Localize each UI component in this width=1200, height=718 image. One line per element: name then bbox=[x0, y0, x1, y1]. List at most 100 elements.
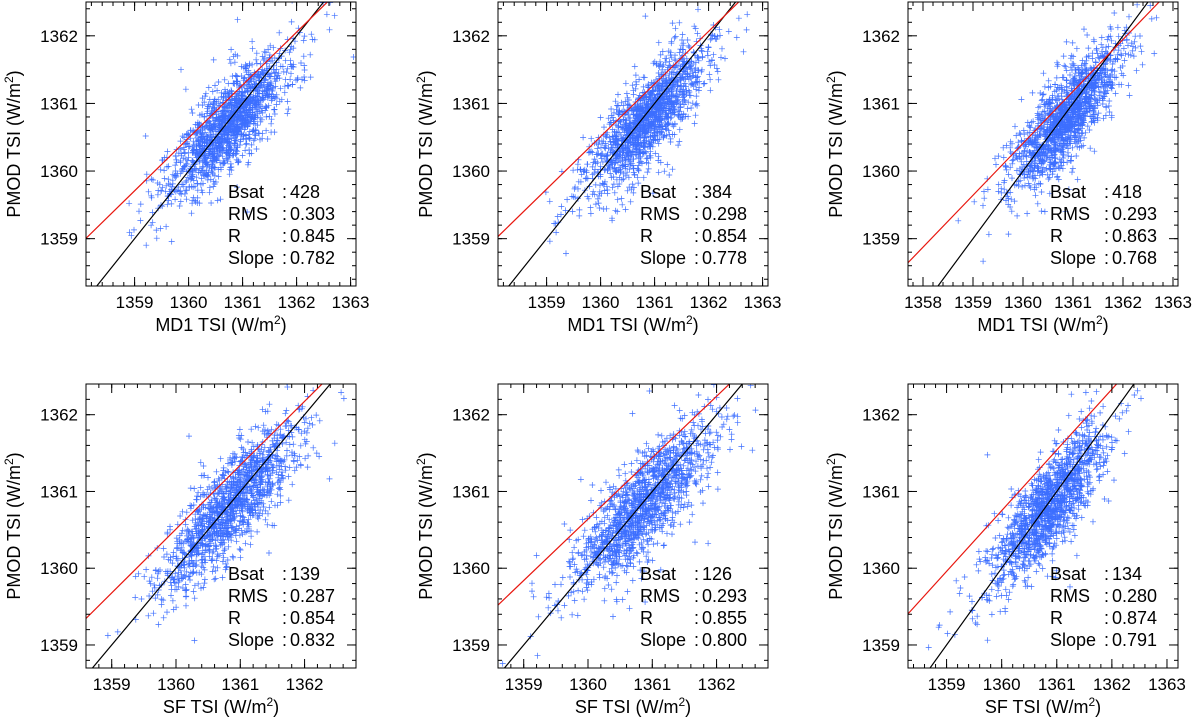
data-point bbox=[1106, 76, 1113, 83]
data-point bbox=[1112, 90, 1119, 97]
data-point bbox=[676, 19, 683, 26]
scatter-points bbox=[104, 384, 347, 644]
data-point bbox=[161, 167, 168, 174]
data-point bbox=[688, 105, 695, 111]
data-point bbox=[630, 142, 637, 149]
data-point bbox=[615, 102, 622, 109]
data-point bbox=[668, 92, 675, 99]
data-point bbox=[684, 37, 691, 43]
data-point bbox=[215, 102, 222, 109]
data-point bbox=[620, 163, 627, 170]
data-point bbox=[583, 175, 590, 182]
data-point bbox=[650, 136, 657, 143]
data-point bbox=[241, 120, 248, 127]
data-point bbox=[1069, 165, 1076, 172]
data-point bbox=[180, 155, 187, 162]
data-point bbox=[665, 48, 672, 55]
data-point bbox=[1096, 97, 1103, 104]
data-point bbox=[607, 138, 614, 145]
x-axis-title: MD1 TSI (W/m2) bbox=[567, 313, 698, 335]
y-tick-label: 1360 bbox=[452, 162, 490, 181]
data-point bbox=[1044, 105, 1051, 112]
data-point bbox=[595, 134, 602, 141]
data-point bbox=[1037, 180, 1044, 187]
data-point bbox=[211, 150, 218, 156]
data-point bbox=[576, 206, 583, 213]
data-point bbox=[1125, 82, 1132, 89]
data-point bbox=[613, 142, 620, 148]
data-point bbox=[282, 57, 289, 64]
data-point bbox=[1109, 66, 1116, 73]
data-point bbox=[1088, 96, 1094, 103]
data-point bbox=[1018, 96, 1025, 103]
data-point bbox=[647, 133, 654, 140]
data-point bbox=[653, 116, 660, 123]
data-point bbox=[602, 133, 609, 139]
data-point bbox=[1036, 158, 1043, 165]
data-point bbox=[209, 115, 216, 121]
data-point bbox=[665, 114, 672, 121]
stat-label: Slope bbox=[1050, 248, 1096, 268]
data-point bbox=[233, 78, 240, 85]
data-point bbox=[680, 46, 687, 53]
data-point bbox=[620, 170, 627, 177]
data-point bbox=[249, 61, 256, 68]
data-point bbox=[288, 43, 295, 50]
data-point bbox=[1016, 130, 1023, 137]
data-point bbox=[1014, 212, 1021, 219]
data-point bbox=[693, 100, 700, 107]
data-point bbox=[261, 0, 267, 1]
data-point bbox=[708, 35, 715, 42]
data-point bbox=[672, 57, 679, 64]
data-point bbox=[595, 141, 602, 148]
data-point bbox=[168, 200, 175, 207]
data-point bbox=[1090, 36, 1097, 43]
data-point bbox=[664, 96, 671, 103]
stat-colon: : bbox=[1104, 204, 1109, 224]
data-point bbox=[1106, 57, 1113, 63]
data-point bbox=[220, 160, 227, 167]
data-point bbox=[1039, 157, 1046, 164]
data-point bbox=[625, 111, 631, 118]
data-point bbox=[205, 173, 212, 180]
data-point bbox=[1083, 95, 1090, 102]
data-point bbox=[588, 135, 595, 142]
regression-line bbox=[498, 2, 740, 237]
data-point bbox=[1026, 123, 1033, 130]
data-point bbox=[307, 51, 314, 58]
data-point bbox=[693, 93, 700, 100]
data-point bbox=[210, 101, 217, 108]
data-point bbox=[253, 127, 259, 134]
data-point bbox=[692, 59, 699, 66]
data-point bbox=[652, 150, 659, 157]
data-point bbox=[1025, 180, 1032, 187]
data-point bbox=[1017, 165, 1023, 172]
data-point bbox=[255, 97, 262, 104]
data-point bbox=[546, 238, 553, 245]
data-point bbox=[623, 90, 630, 97]
data-point bbox=[663, 115, 670, 121]
data-point bbox=[971, 198, 978, 205]
data-point bbox=[1076, 77, 1083, 83]
stat-colon: : bbox=[694, 226, 699, 246]
data-point bbox=[615, 91, 621, 98]
x-axis-title: MD1 TSI (W/m2) bbox=[977, 313, 1108, 335]
data-point bbox=[574, 161, 581, 168]
data-point bbox=[169, 177, 176, 184]
data-point bbox=[619, 152, 626, 159]
data-point bbox=[1044, 147, 1051, 154]
data-point bbox=[1114, 24, 1121, 31]
data-point bbox=[587, 149, 593, 156]
data-point bbox=[1041, 126, 1047, 133]
data-point bbox=[609, 114, 616, 121]
data-point bbox=[267, 42, 274, 49]
data-point bbox=[635, 180, 642, 187]
data-point bbox=[223, 155, 230, 162]
data-point bbox=[591, 170, 598, 177]
data-point bbox=[222, 136, 229, 143]
stat-label: R bbox=[1050, 226, 1063, 246]
data-point bbox=[1074, 104, 1081, 110]
data-point bbox=[568, 193, 575, 200]
data-point bbox=[165, 163, 172, 170]
data-point bbox=[649, 87, 656, 94]
